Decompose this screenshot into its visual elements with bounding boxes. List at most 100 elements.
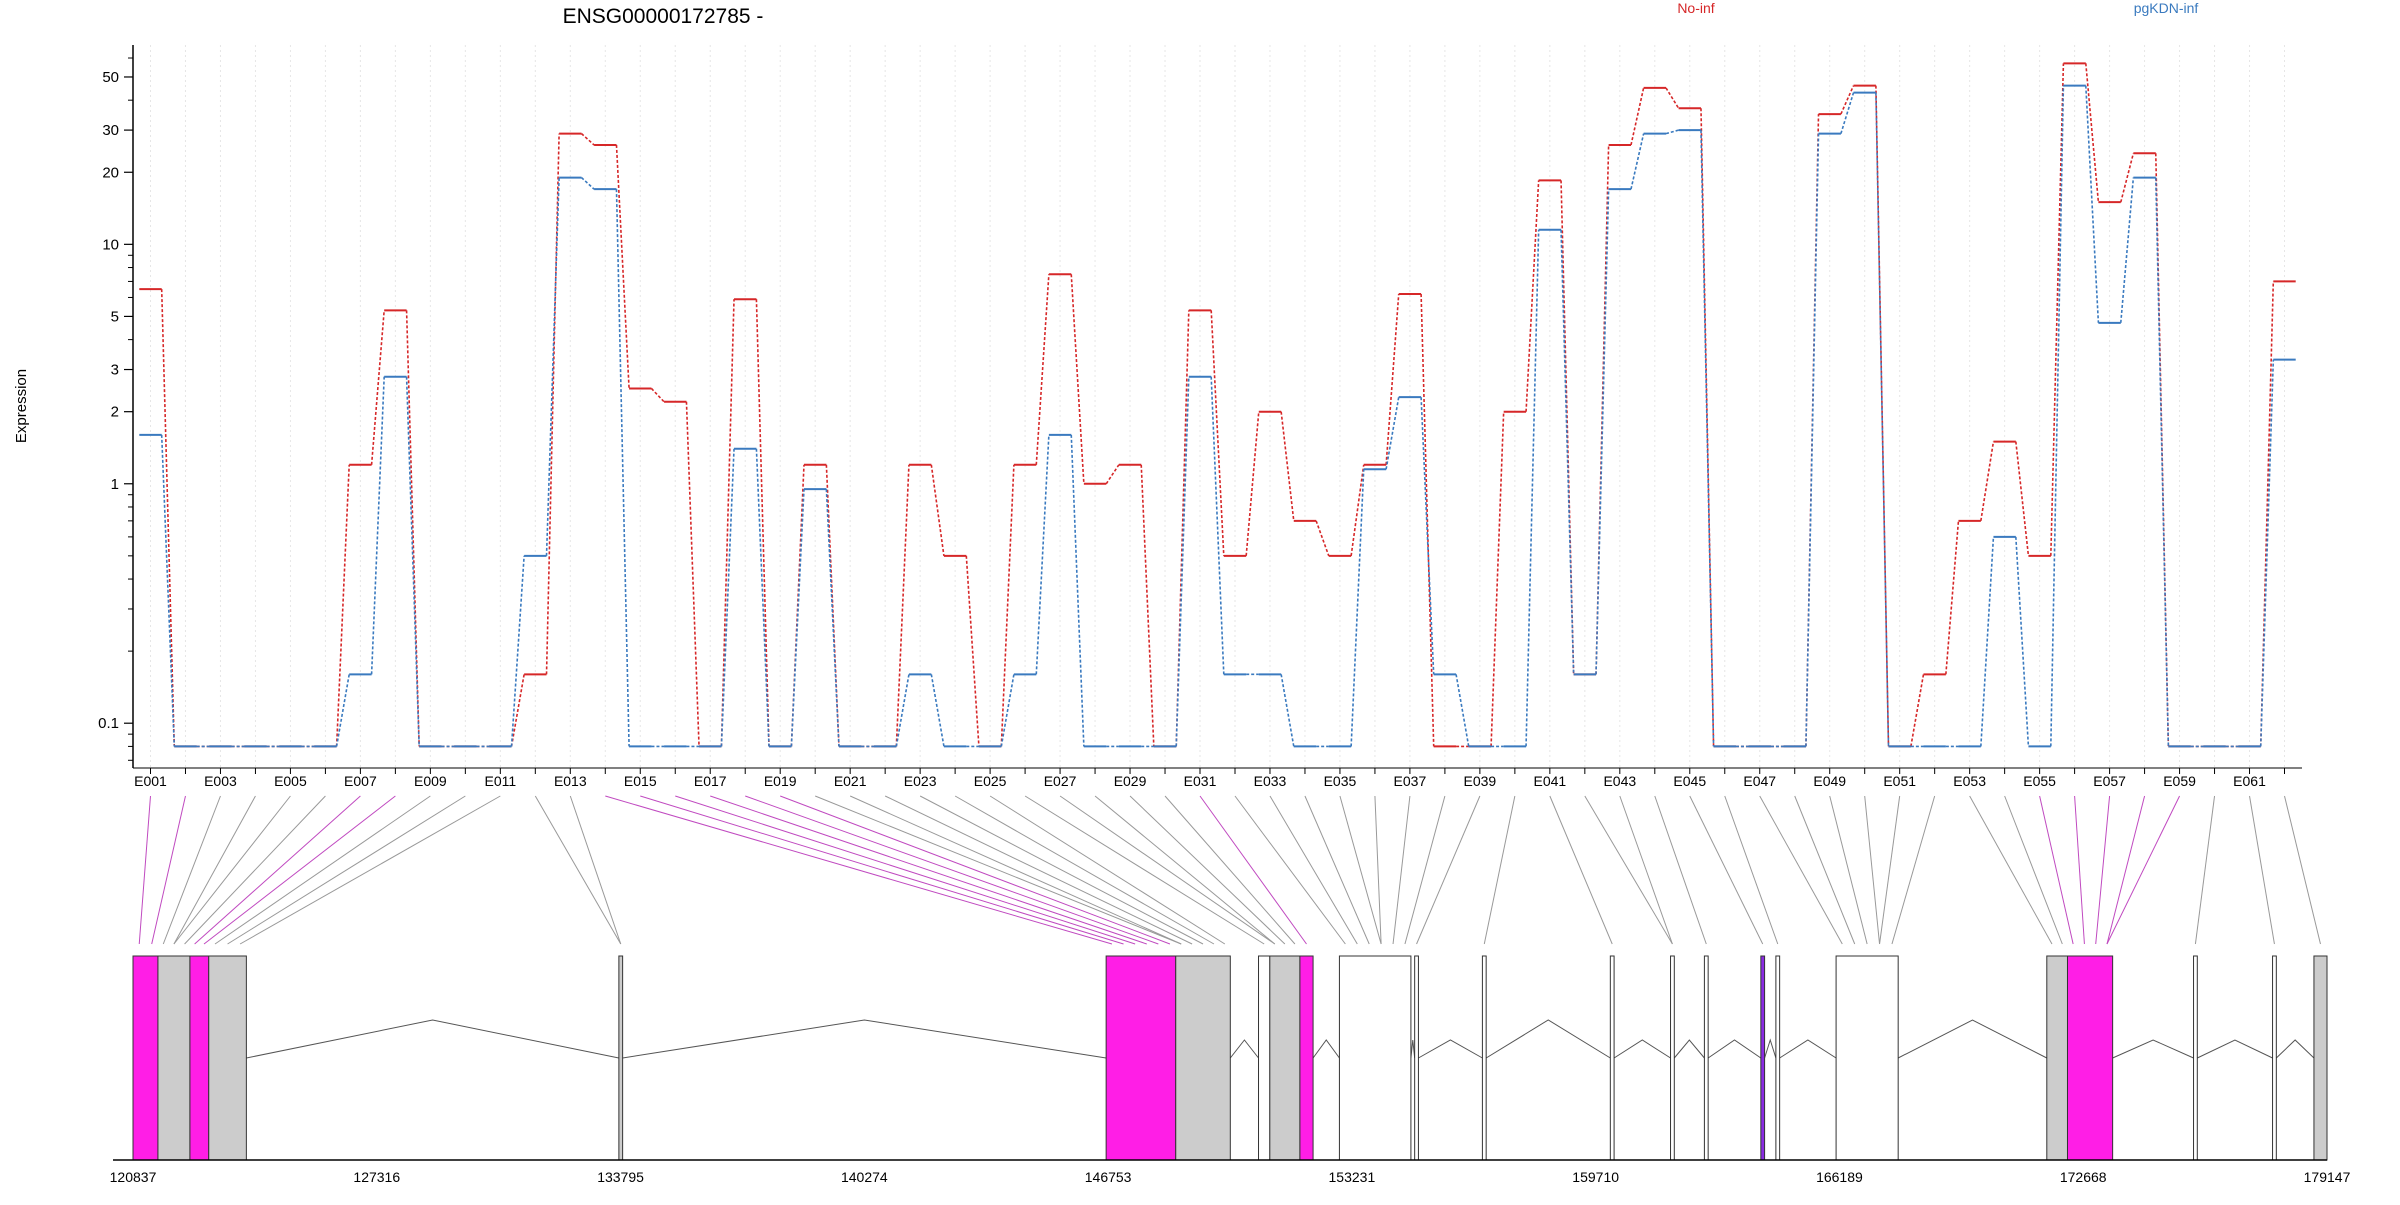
- exon-connector: [1829, 795, 1868, 945]
- exon-block: [1175, 955, 1231, 1161]
- series-connector: [370, 310, 385, 465]
- exon-connector: [2284, 795, 2321, 945]
- exon-connector: [1024, 795, 1265, 945]
- exon-tick-label: E015: [624, 773, 657, 789]
- series-pgkdn-inf: [139, 84, 2296, 748]
- y-tick-label: 5: [111, 308, 119, 325]
- exon-connector: [1969, 795, 2053, 945]
- exon-connector: [1304, 795, 1370, 945]
- series-connector: [1910, 674, 1925, 747]
- intron: [1897, 1019, 2048, 1059]
- exon-connector: [814, 795, 1182, 945]
- series-connector: [650, 387, 665, 403]
- series-connector: [1210, 310, 1225, 556]
- exon-block: [618, 955, 624, 1161]
- exon-connector: [173, 795, 256, 945]
- exon-block: [1105, 955, 1177, 1161]
- series-connector: [1525, 229, 1540, 747]
- exon-connector: [184, 795, 326, 945]
- exon-block: [2066, 955, 2114, 1161]
- exon-block: [1760, 955, 1766, 1161]
- exon-tick-label: E051: [1883, 773, 1916, 789]
- exon-connector: [1129, 795, 1286, 945]
- exon-tick-label: E007: [344, 773, 377, 789]
- series-connector: [1875, 92, 1890, 747]
- series-connector: [1665, 87, 1680, 109]
- exon-connector: [2074, 795, 2085, 945]
- exon-block: [2193, 955, 2198, 1161]
- exon-connector: [1234, 795, 1346, 945]
- exon-connector: [2194, 795, 2216, 945]
- exon-connector: [1584, 795, 1673, 945]
- exon-connector: [1199, 795, 1307, 945]
- series-connector: [2085, 63, 2100, 203]
- series-connector: [790, 489, 805, 747]
- exon-block: [1775, 955, 1781, 1161]
- exon-connector: [1339, 795, 1382, 945]
- series-connector: [370, 376, 385, 675]
- series-connector: [1840, 85, 1855, 115]
- exon-connector: [640, 795, 1124, 945]
- exon-connector: [2004, 795, 2063, 945]
- series-connector: [160, 434, 176, 747]
- series-connector: [615, 189, 630, 747]
- series-connector: [1175, 376, 1190, 747]
- series-connector: [720, 299, 735, 747]
- exon-connector: [203, 795, 396, 945]
- series-no-inf: [139, 62, 2296, 748]
- series-connector: [895, 674, 910, 747]
- exon-connector: [1392, 795, 1411, 945]
- genomic-tick-label: 120837: [110, 1169, 157, 1185]
- exon-connector: [1879, 795, 1901, 945]
- legend-entry-no-inf: No-inf: [1677, 0, 1714, 16]
- series-connector: [545, 177, 560, 556]
- intron: [622, 1019, 1107, 1059]
- series-connector: [930, 674, 945, 747]
- series-connector: [1875, 85, 1890, 747]
- exon-connector: [1689, 795, 1764, 945]
- series-connector: [1420, 294, 1435, 747]
- intron: [1764, 1038, 1777, 1059]
- exon-tick-label: E029: [1114, 773, 1147, 789]
- series-connector: [335, 674, 350, 747]
- exon-block: [1703, 955, 1709, 1161]
- series-connector: [1385, 293, 1400, 465]
- series-connector: [930, 464, 945, 556]
- exon-connector: [569, 795, 622, 945]
- series-connector: [1280, 411, 1295, 521]
- exon-block: [1338, 955, 1412, 1161]
- exon-connector: [1374, 795, 1382, 945]
- exon-tick-label: E013: [554, 773, 587, 789]
- exon-tick-label: E031: [1184, 773, 1217, 789]
- y-tick-label: 1: [111, 476, 119, 493]
- exon-connector: [2095, 795, 2111, 945]
- exon-block: [1414, 955, 1419, 1161]
- series-connector: [1665, 129, 1679, 135]
- series-connector: [2085, 85, 2100, 323]
- exon-tick-label: E055: [2023, 773, 2056, 789]
- exon-connector: [2106, 795, 2181, 945]
- series-connector: [1035, 434, 1050, 675]
- series-connector: [2015, 536, 2030, 747]
- y-axis-label: Expression: [13, 369, 30, 443]
- exon-tick-label: E057: [2093, 773, 2126, 789]
- series-connector: [1980, 441, 1995, 521]
- series-connector: [1280, 674, 1295, 747]
- exon-connector: [1416, 795, 1481, 945]
- exon-tick-label: E027: [1044, 773, 1077, 789]
- intron: [2197, 1039, 2273, 1059]
- exon-connector: [1549, 795, 1613, 945]
- exon-connector: [2106, 795, 2146, 945]
- series-connector: [405, 310, 420, 747]
- exon-tick-label: E001: [134, 773, 167, 789]
- series-connector: [1315, 520, 1330, 557]
- exon-tick-label: E049: [1813, 773, 1846, 789]
- exon-connector: [989, 795, 1226, 945]
- exon-tick-label: E061: [2233, 773, 2266, 789]
- exon-block: [1258, 955, 1271, 1161]
- exon-connector: [138, 795, 151, 945]
- exon-block: [2313, 955, 2328, 1161]
- genomic-tick-label: 140274: [841, 1169, 888, 1185]
- exon-connector: [1404, 795, 1446, 945]
- exon-connector: [1483, 795, 1516, 945]
